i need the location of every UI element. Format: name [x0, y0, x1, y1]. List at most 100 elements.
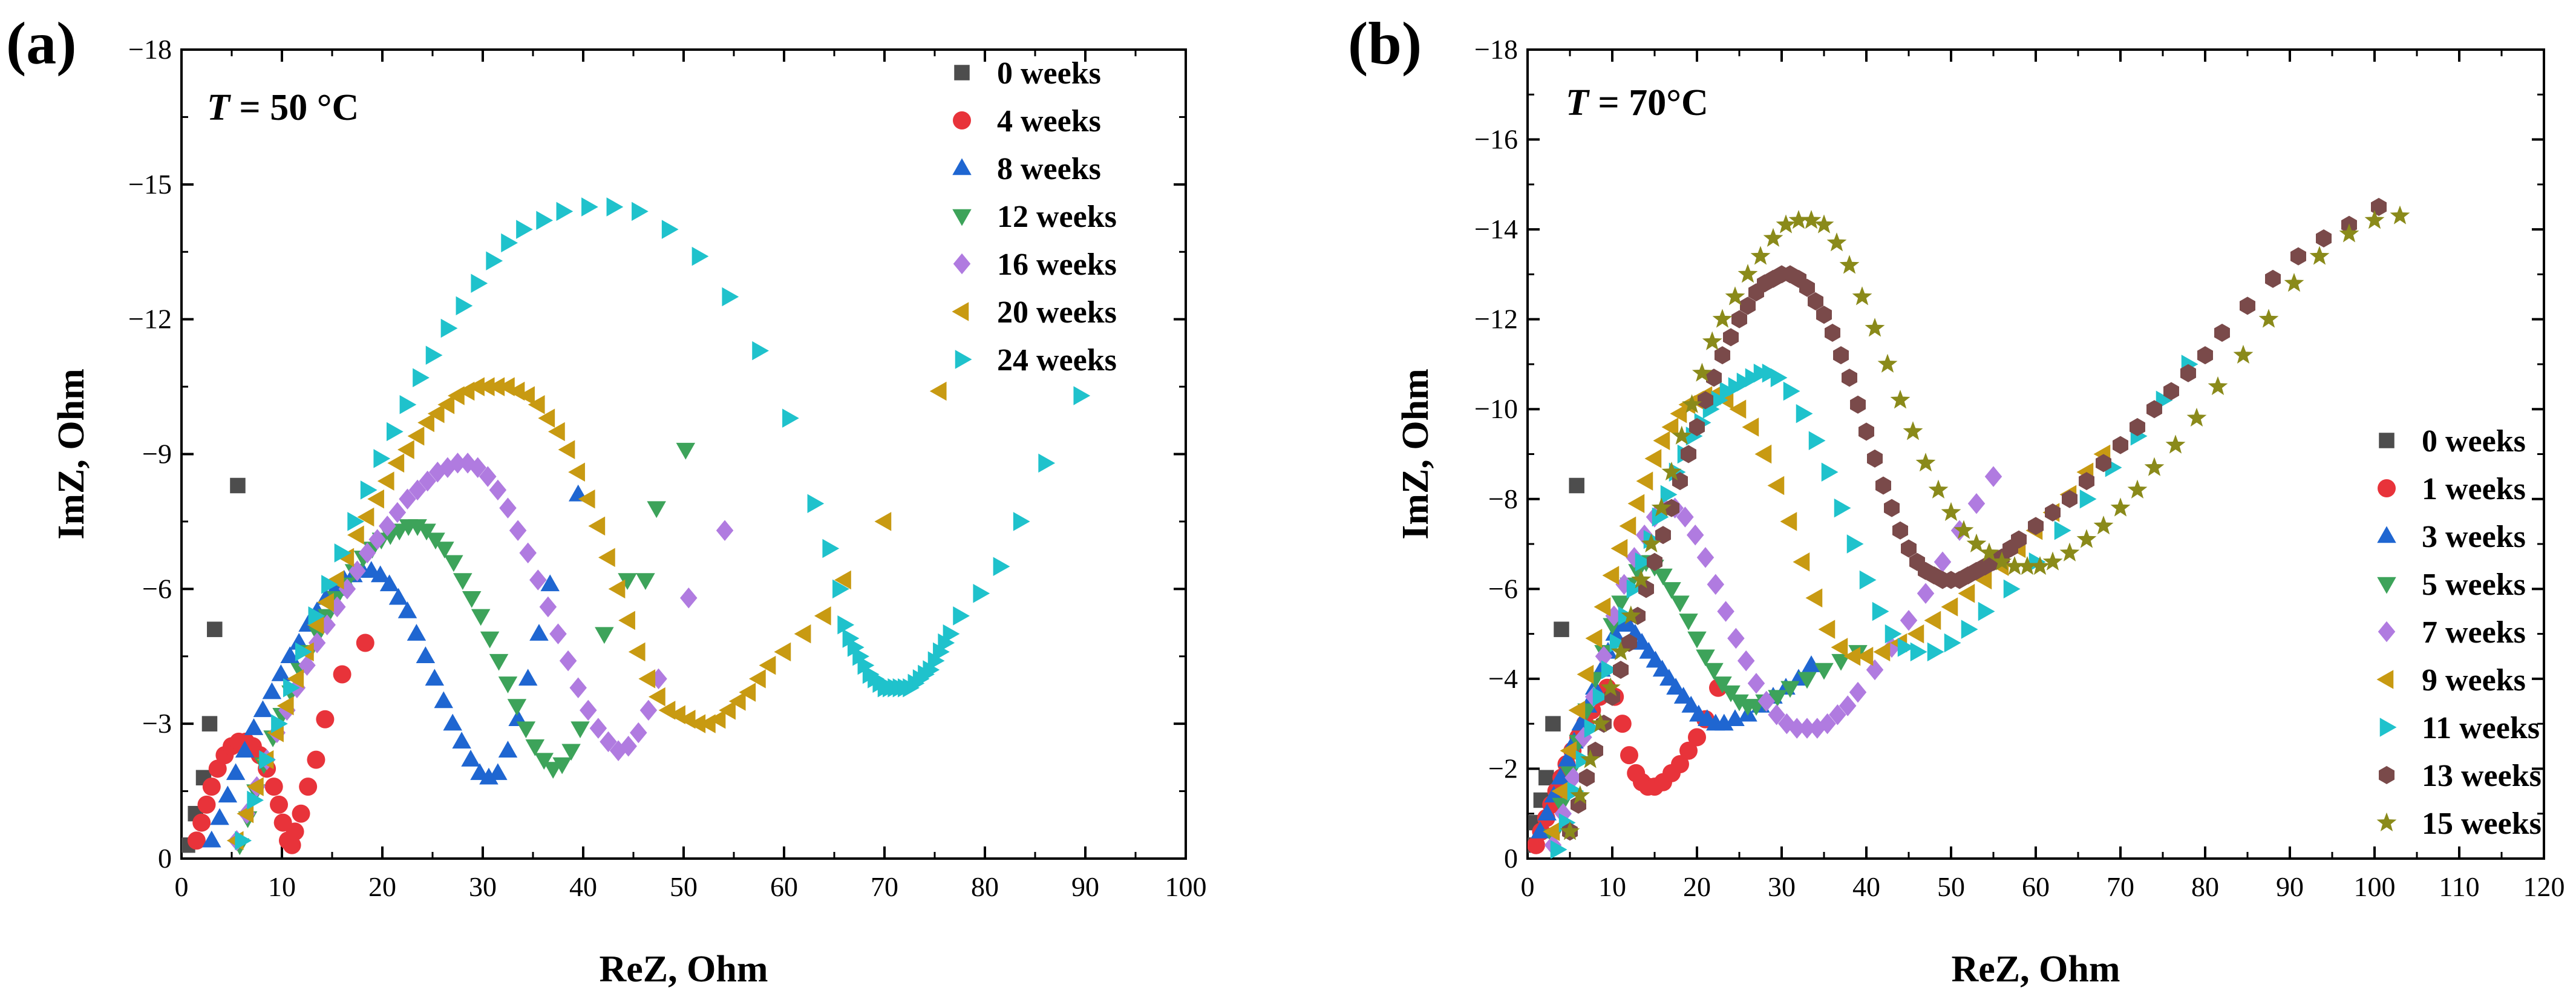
data-point: [1808, 431, 1826, 450]
data-point: [1038, 453, 1056, 473]
temperature-annotation: T = 70°C: [1566, 82, 1708, 123]
data-point: [1590, 713, 1610, 733]
data-point: [938, 633, 955, 653]
x-tick-label: 80: [2191, 871, 2219, 902]
data-point: [759, 655, 776, 675]
data-point: [1984, 466, 2002, 487]
data-point: [600, 731, 617, 753]
data-point: [1979, 542, 1999, 561]
data-point: [525, 739, 545, 756]
data-point: [953, 606, 970, 626]
data-point: [370, 565, 390, 583]
data-point: [1872, 601, 1889, 621]
data-point: [2180, 364, 2196, 382]
data-point: [1740, 296, 1756, 315]
data-point: [1682, 394, 1702, 413]
data-point: [933, 642, 950, 662]
data-point: [1613, 715, 1632, 733]
legend-marker: [2379, 718, 2397, 737]
data-point: [434, 691, 454, 709]
x-tick-label: 90: [1071, 871, 1099, 902]
legend-marker: [955, 350, 972, 369]
data-point: [427, 404, 445, 424]
x-tick-label: 100: [2354, 871, 2396, 902]
data-point: [2054, 521, 2071, 540]
data-point: [1737, 264, 1758, 283]
legend-marker: [2377, 577, 2396, 594]
data-point: [589, 718, 607, 739]
legend-marker: [2378, 479, 2396, 497]
data-point: [286, 822, 304, 841]
data-point: [1941, 597, 1958, 617]
data-point: [2214, 323, 2230, 342]
y-tick-label: −6: [142, 573, 172, 604]
data-point: [2165, 434, 2186, 454]
data-point: [397, 440, 414, 459]
data-point: [1742, 417, 1759, 437]
data-point: [518, 386, 535, 405]
data-point: [1687, 631, 1707, 649]
data-point: [927, 651, 945, 670]
data-point: [1551, 767, 1571, 785]
data-point: [1554, 621, 1569, 637]
data-point: [308, 632, 326, 653]
data-point: [449, 453, 466, 474]
data-point: [1833, 346, 1849, 365]
data-point: [519, 542, 537, 564]
data-point: [993, 557, 1010, 576]
y-tick-label: −2: [1488, 753, 1518, 784]
legend-label: 24 weeks: [997, 343, 1117, 378]
data-point: [308, 606, 325, 626]
data-point: [1770, 368, 1788, 387]
data-point: [2079, 472, 2094, 491]
data-point: [247, 790, 264, 810]
data-point: [501, 233, 518, 253]
data-point: [1707, 574, 1725, 595]
data-point: [1560, 741, 1577, 761]
data-point: [1575, 750, 1593, 770]
data-point: [822, 539, 840, 558]
data-point: [559, 650, 577, 672]
series-13-weeks: [1562, 197, 2387, 841]
data-point: [2062, 489, 2077, 508]
data-point: [1763, 228, 1783, 247]
data-point: [1850, 395, 1866, 414]
x-tick-label: 70: [871, 871, 898, 902]
data-point: [647, 501, 666, 519]
data-point: [1797, 672, 1817, 689]
legend-label: 13 weeks: [2422, 759, 2542, 793]
data-point: [347, 525, 364, 545]
data-point: [208, 759, 227, 778]
data-point: [417, 523, 436, 541]
x-tick-label: 60: [2022, 871, 2050, 902]
data-point: [1818, 620, 1836, 639]
legend-label: 8 weeks: [997, 152, 1101, 186]
data-point: [1681, 445, 1696, 463]
data-point: [1688, 728, 1706, 747]
data-point: [408, 479, 427, 501]
series-15-weeks: [1560, 205, 2410, 840]
x-tick-label: 100: [1165, 871, 1207, 902]
data-point: [443, 713, 462, 731]
data-point: [1672, 425, 1692, 445]
legend-marker: [2379, 433, 2395, 448]
data-point: [2003, 579, 2021, 599]
data-point: [1661, 461, 1682, 481]
data-point: [271, 664, 291, 681]
data-point: [471, 273, 488, 293]
data-point: [287, 669, 304, 689]
data-point: [307, 615, 324, 635]
data-point: [570, 721, 590, 739]
data-point: [1866, 659, 1884, 681]
series-11-weeks: [1550, 355, 2198, 859]
data-point: [1715, 713, 1734, 731]
data-point: [2045, 503, 2061, 522]
data-point: [1877, 353, 1898, 373]
data-point: [416, 646, 436, 663]
x-tick-label: 50: [670, 871, 698, 902]
data-point: [1867, 449, 1883, 468]
data-point: [2186, 407, 2207, 427]
data-point: [1652, 507, 1669, 527]
data-point: [2004, 555, 2025, 575]
data-point: [1859, 570, 1877, 590]
